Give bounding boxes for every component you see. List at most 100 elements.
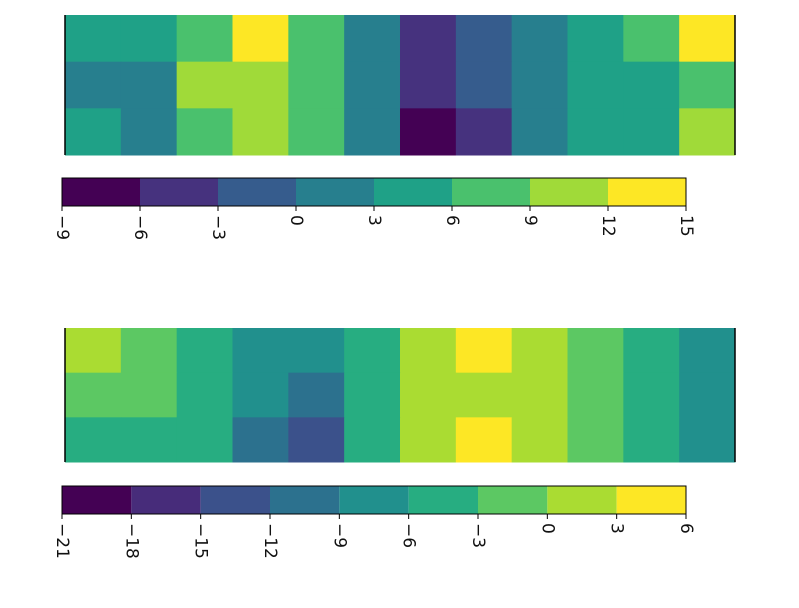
- contour-cell: [511, 108, 568, 156]
- colorbar-tick-label: −6: [399, 523, 419, 548]
- contour-cell: [120, 61, 178, 109]
- contour-cell: [567, 61, 624, 109]
- contour-cell: [567, 108, 624, 156]
- contour-cell: [400, 61, 457, 109]
- colorbar-tick-label: −21: [52, 523, 72, 559]
- contour-cell: [288, 372, 345, 418]
- contour-cell: [120, 372, 178, 418]
- colorbar-tick-label: 3: [607, 523, 627, 534]
- colorbar-band: [616, 486, 686, 514]
- contour-cell: [623, 328, 680, 374]
- contour-cell: [176, 108, 233, 156]
- contour-cell: [511, 61, 568, 109]
- contour-cell: [288, 328, 345, 374]
- contour-cell: [344, 328, 401, 374]
- contour-cell: [400, 15, 457, 63]
- contour-cell: [567, 328, 624, 374]
- contour-cell: [455, 417, 513, 463]
- colorbar-tick-label: 0: [286, 215, 306, 226]
- contour-cell: [567, 372, 624, 418]
- colorbar-tick-label: −15: [191, 523, 211, 559]
- colorbar-band: [62, 178, 140, 206]
- contour-cell: [511, 15, 568, 63]
- colorbar-band: [547, 486, 617, 514]
- colorbar-tick-label: 6: [676, 523, 696, 534]
- contour-cell: [344, 417, 401, 463]
- colorbar-band: [530, 178, 608, 206]
- contour-cell: [623, 108, 680, 156]
- contour-cell: [400, 417, 457, 463]
- contour-cell: [623, 15, 680, 63]
- contour-cell: [400, 108, 457, 156]
- contour-cell: [288, 15, 345, 63]
- contour-cell: [176, 328, 233, 374]
- contour-cell: [120, 15, 178, 63]
- colorbar-band: [218, 178, 296, 206]
- contour-cell: [288, 61, 345, 109]
- contour-cell: [623, 417, 680, 463]
- contour-cell: [65, 108, 122, 156]
- contour-cell: [511, 328, 568, 374]
- contour-cell: [65, 15, 122, 63]
- contour-cell: [455, 108, 513, 156]
- contour-cell: [623, 61, 680, 109]
- contour-cell: [120, 108, 178, 156]
- colorbar-tick-label: 6: [442, 215, 462, 226]
- contour-cell: [679, 61, 736, 109]
- colorbar-tick-label: 3: [364, 215, 384, 226]
- colorbar-band: [140, 178, 218, 206]
- colorbar-band: [131, 486, 201, 514]
- contour-cell: [232, 108, 289, 156]
- contour-cell: [120, 417, 178, 463]
- contour-cell: [232, 61, 289, 109]
- colorbar-band: [270, 486, 340, 514]
- contour-cell: [344, 372, 401, 418]
- contour-cell: [679, 372, 736, 418]
- contour-cell: [511, 372, 568, 418]
- contour-cell: [679, 108, 736, 156]
- contour-cell: [455, 372, 513, 418]
- colorbar-band: [339, 486, 409, 514]
- colorbar-tick-label: −6: [130, 215, 150, 240]
- colorbar-tick-label: −3: [208, 215, 228, 240]
- colorbar-band: [296, 178, 374, 206]
- colorbar-band: [408, 486, 478, 514]
- contour-cell: [65, 61, 122, 109]
- contour-cell: [400, 372, 457, 418]
- colorbar-tick-label: −9: [329, 523, 349, 548]
- contour-cell: [679, 15, 736, 63]
- contour-cell: [176, 61, 233, 109]
- contour-cell: [176, 417, 233, 463]
- colorbar-frame: [61, 485, 687, 515]
- contour-cell: [232, 15, 289, 63]
- colorbar-tick-label: 15: [676, 215, 696, 237]
- colorbar-band: [62, 486, 132, 514]
- contour-cell: [120, 328, 178, 374]
- contour-cell: [455, 328, 513, 374]
- colorbar-band: [452, 178, 530, 206]
- contour-cell: [288, 417, 345, 463]
- contour-cell: [232, 328, 289, 374]
- colorbar-tick-label: −18: [121, 523, 141, 559]
- contour-cell: [232, 372, 289, 418]
- colorbar-band: [374, 178, 452, 206]
- contour-cell: [344, 61, 401, 109]
- contour-cell: [176, 372, 233, 418]
- colorbar-tick-label: −12: [260, 523, 280, 559]
- contour-cell: [344, 108, 401, 156]
- colorbar-tick-label: −3: [468, 523, 488, 548]
- colorbar-tick-label: 0: [537, 523, 557, 534]
- contour-cell: [65, 328, 122, 374]
- contour-cell: [400, 328, 457, 374]
- contour-cell: [65, 417, 122, 463]
- contour-cell: [679, 328, 736, 374]
- contour-cell: [567, 417, 624, 463]
- contour-cell: [679, 417, 736, 463]
- contour-cell: [511, 417, 568, 463]
- contour-cell: [65, 372, 122, 418]
- contour-cell: [176, 15, 233, 63]
- contour-cell: [567, 15, 624, 63]
- contour-cell: [623, 372, 680, 418]
